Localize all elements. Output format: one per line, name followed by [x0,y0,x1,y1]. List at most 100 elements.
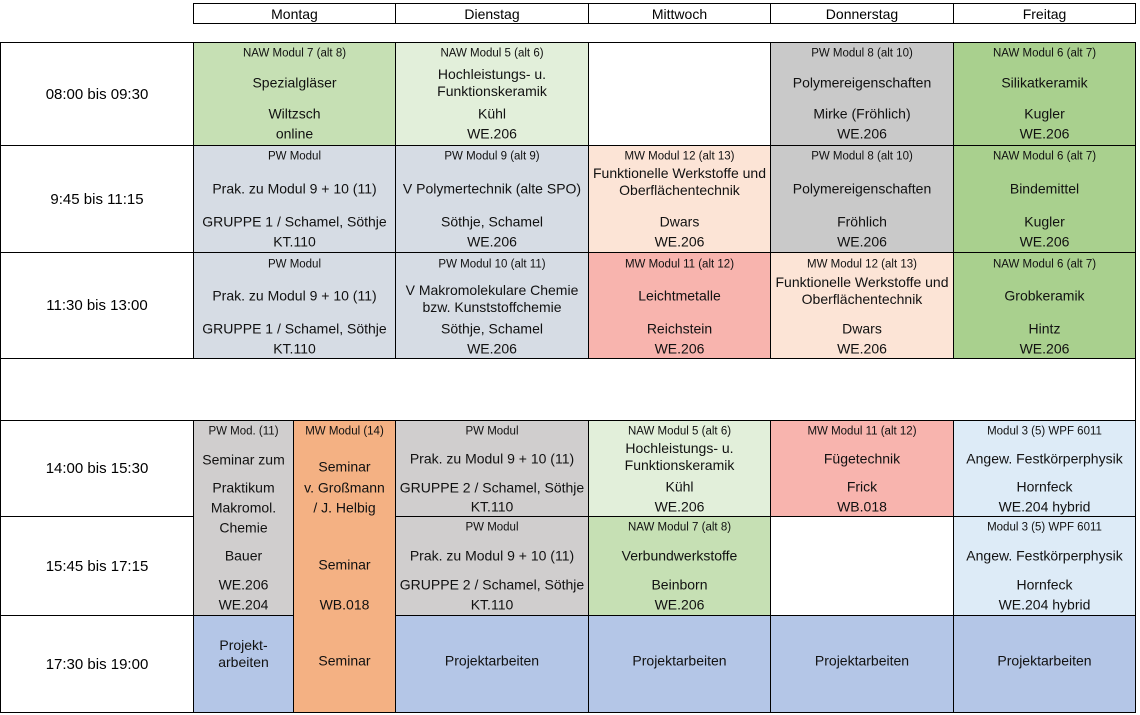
course-text: Spezialgläser [252,74,337,91]
module-label: PW Mod. (11) [208,425,279,438]
course-text: Hornfeck [1016,478,1073,495]
course-text: Dwars [659,213,700,230]
course-cell: Modul 3 (5) WPF 6011 Angew. Festkörperphy… [953,516,1136,616]
course-text: WE.206 [654,233,705,250]
course-text: Kühl [665,478,694,495]
module-label: Modul 3 (5) WPF 6011 [987,425,1102,438]
course-cell: PW Modul 9 (alt 9) V Polymertechnik (alte… [395,145,589,253]
course-text: WE.206 [654,340,705,357]
course-text: Polymereigenschaften [792,180,932,197]
course-cell: PW Modul Prak. zu Modul 9 + 10 (11) GRUPPE… [193,252,396,359]
course-text: WE.206 [654,596,705,613]
course-text: Beinborn [651,576,708,593]
course-text: Prak. zu Modul 9 + 10 (11) [409,547,575,564]
module-label: PW Modul 8 (alt 10) [811,150,913,163]
course-text: Prak. zu Modul 9 + 10 (11) [409,450,575,467]
course-cell: NAW Modul 6 (alt 7) Silikatkeramik Kugler W… [953,42,1136,146]
course-text: WE.206 [654,498,705,515]
course-cell: NAW Modul 5 (alt 6) Hochleistungs- u. Fun… [395,42,589,146]
module-label: MW Modul (14) [305,425,384,438]
course-text: WE.206 [218,576,269,593]
course-text: Projekt-arbeiten [218,637,269,670]
course-text: Hochleistungs- u. Funktionskeramik [624,440,735,473]
course-cell: NAW Modul 5 (alt 6) Hochleistungs- u. Fun… [588,420,771,517]
module-label: MW Modul 12 (alt 13) [807,258,917,271]
course-text: WB.018 [319,596,370,613]
course-cell: PW Modul 8 (alt 10) Polymereigenschaften M… [770,42,954,146]
time-slot: 14:00 bis 15:30 [0,420,194,517]
course-cell: PW Modul Prak. zu Modul 9 + 10 (11) GRUPPE… [395,420,589,517]
course-cell: NAW Modul 7 (alt 8) Spezialgläser Wiltzsch… [193,42,396,146]
course-text: Makromol. [210,499,277,516]
course-text: Kühl [477,105,507,122]
module-label: NAW Modul 5 (alt 6) [440,47,544,60]
course-cell: Projektarbeiten [588,615,771,713]
course-text: WE.204 hybrid [998,498,1091,515]
time-slot: 15:45 bis 17:15 [0,516,194,616]
course-text: Bauer [224,547,263,564]
course-cell: Modul 3 (5) WPF 6011 Angew. Festkörperphy… [953,420,1136,517]
time-slot: 17:30 bis 19:00 [0,615,194,713]
course-cell: MW Modul 11 (alt 12) Fügetechnik Frick WB.0… [770,420,954,517]
course-cell: NAW Modul 6 (alt 7) Grobkeramik Hintz WE.20… [953,252,1136,359]
module-label: MW Modul 12 (alt 13) [624,150,735,163]
course-text: Chemie [219,519,268,536]
course-text: WE.206 [467,340,517,357]
course-text: Söthje, Schamel [441,213,543,230]
course-text: Projektarbeiten [814,652,910,669]
course-text: Funktionelle Werkstoffe und Oberflächent… [592,165,767,198]
course-text: V Polymertechnik (alte SPO) [402,180,582,197]
empty-cell [770,516,954,616]
course-text: WB.018 [837,498,887,515]
module-label: NAW Modul 7 (alt 8) [627,521,732,534]
time-slot: 11:30 bis 13:00 [0,252,194,359]
day-header: Mittwoch [588,3,771,24]
course-cell: NAW Modul 6 (alt 7) Bindemittel Kugler WE.2… [953,145,1136,253]
empty-cell [588,42,771,146]
course-text: WE.206 [1019,233,1070,250]
course-text: Projektarbeiten [997,652,1092,669]
course-cell: Projekt-arbeiten [193,615,294,713]
module-label: PW Modul [267,150,322,163]
course-text: Bindemittel [1009,180,1080,197]
course-text: WE.206 [837,340,887,357]
course-text: Söthje, Schamel [441,320,543,337]
course-text: Leichtmetalle [638,287,721,304]
course-text: Hornfeck [1016,576,1073,593]
course-text: WE.206 [1019,340,1070,357]
time-slot: 08:00 bis 09:30 [0,42,194,146]
course-cell: PW Modul 10 (alt 11) V Makromolekulare Ch… [395,252,589,359]
course-text: Angew. Festkörperphysik [966,450,1123,467]
course-cell: Projektarbeiten [395,615,589,713]
course-text: Fröhlich [837,213,887,230]
course-cell: MW Modul (14) Seminar v. Großmann / J. Helb… [293,420,396,713]
course-text: Frick [846,478,878,495]
course-text: KT.110 [470,498,514,515]
course-text: WE.206 [1019,125,1070,142]
course-text: Hochleistungs- u. Funktionskeramik [437,66,547,99]
course-text: Reichstein [646,320,713,337]
day-header: Dienstag [395,3,589,24]
break-row [0,358,1136,421]
course-text: online [275,125,314,142]
course-text: Projektarbeiten [632,652,727,669]
course-text: Seminar [318,458,371,475]
course-text: WE.204 [218,596,269,613]
day-header: Montag [193,3,396,24]
course-text: GRUPPE 1 / Schamel, Söthje [202,320,387,337]
day-header: Donnerstag [770,3,954,24]
course-text: WE.206 [837,233,887,250]
module-label: MW Modul 11 (alt 12) [624,258,735,271]
module-label: MW Modul 11 (alt 12) [807,425,917,438]
module-label: PW Modul 10 (alt 11) [438,258,546,271]
course-text: Dwars [842,320,882,337]
course-cell: PW Modul Prak. zu Modul 9 + 10 (11) GRUPPE… [395,516,589,616]
course-text: GRUPPE 1 / Schamel, Söthje [202,213,387,230]
course-text: Seminar zum [202,451,285,468]
course-text: Wiltzsch [268,105,321,122]
time-slot: 9:45 bis 11:15 [0,145,194,253]
course-text: WE.204 hybrid [998,596,1091,613]
course-text: Hintz [1028,320,1061,337]
course-cell: Projektarbeiten [953,615,1136,713]
course-text: Funktionelle Werkstoffe und Oberflächent… [775,274,949,307]
